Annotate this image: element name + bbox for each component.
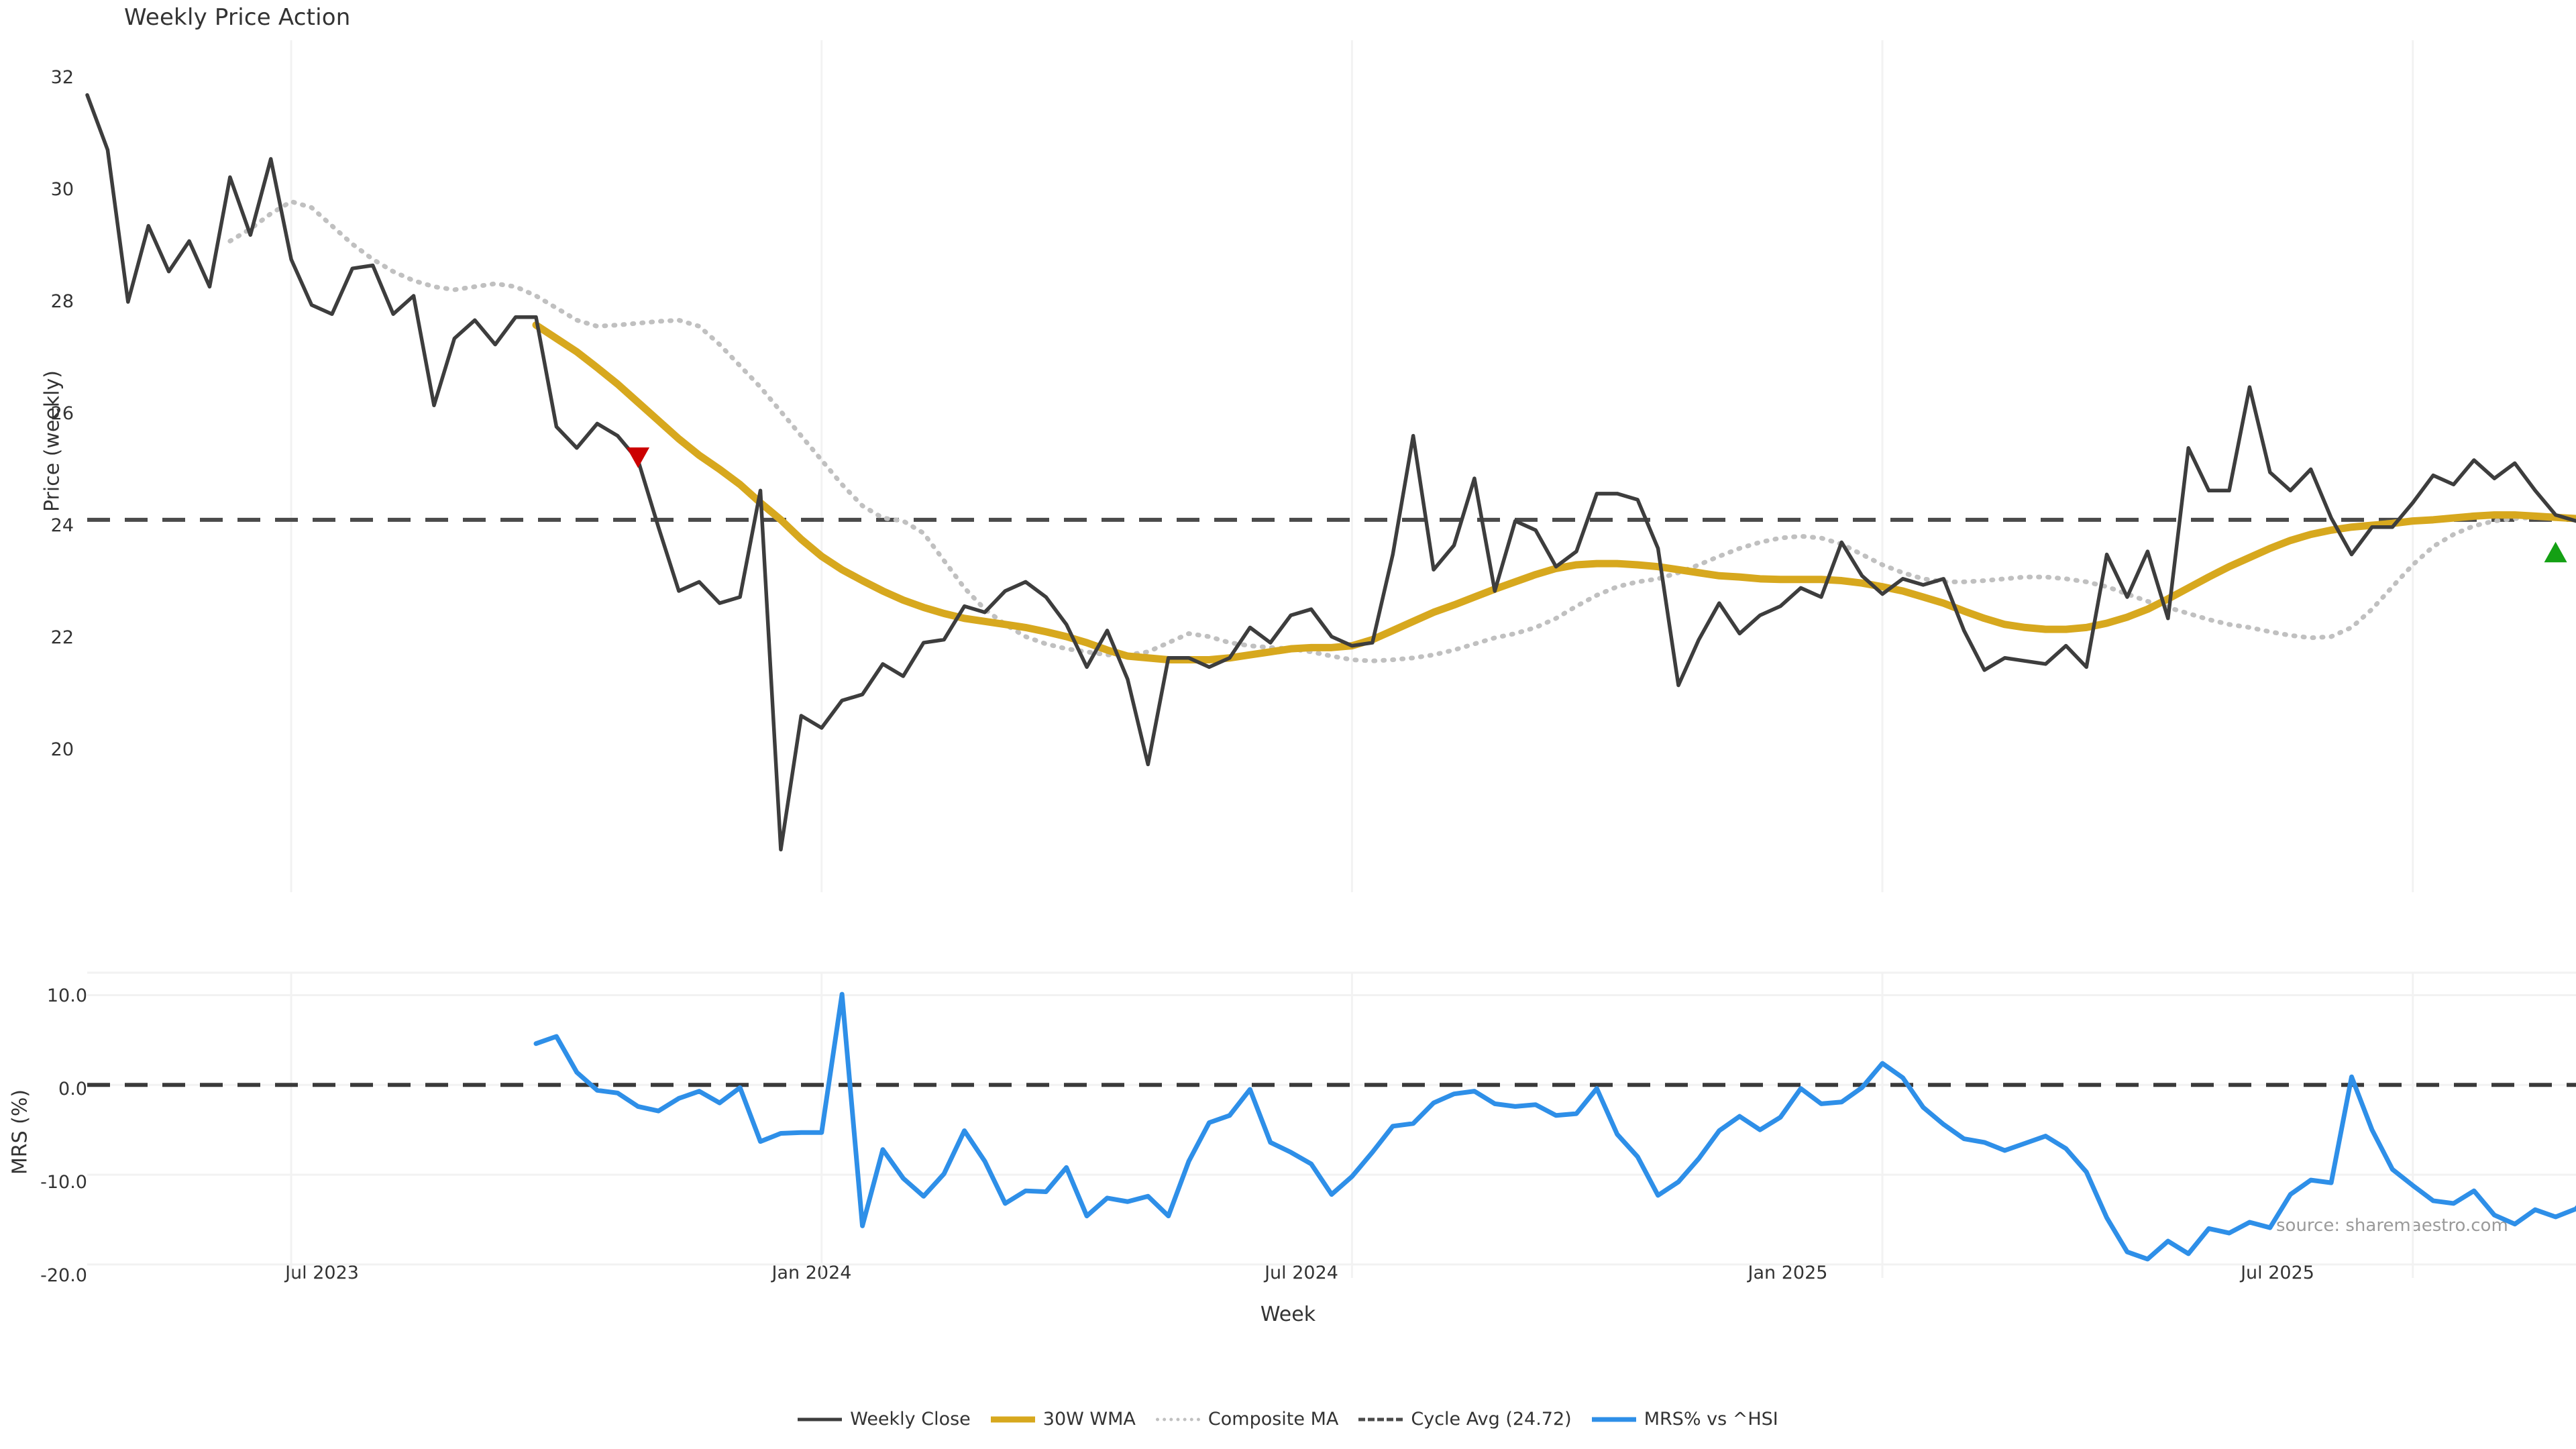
- mrs-ytick-10: 10.0: [46, 985, 87, 1006]
- legend-label-30w-wma: 30W WMA: [1042, 1409, 1136, 1430]
- mrs-panel-grid: [87, 971, 2576, 1278]
- price-ytick-32: 32: [50, 67, 74, 88]
- source-note: source: sharemaestro.com: [2276, 1216, 2508, 1236]
- composite-ma-line: [227, 199, 2576, 663]
- mrs-ytick-0: 0.0: [58, 1079, 87, 1099]
- 30w-wma-path: [532, 321, 2576, 663]
- legend-item-30w-wma[interactable]: 30W WMA: [990, 1409, 1136, 1430]
- price-ytick-20: 20: [50, 739, 74, 760]
- xtick-jul-2024: Jul 2024: [1265, 1263, 1338, 1283]
- signal-markers: [627, 447, 2567, 563]
- price-ytick-28: 28: [50, 291, 74, 312]
- composite-ma-path: [227, 199, 2576, 663]
- weekly-close-path: [85, 93, 2576, 852]
- price-ytick-24: 24: [50, 515, 74, 536]
- price-ytick-26: 26: [50, 403, 74, 424]
- price-panel-grid: [290, 40, 2414, 892]
- buy-signal-marker: [2544, 541, 2567, 563]
- xtick-jul-2025: Jul 2025: [2241, 1263, 2314, 1283]
- xtick-jan-2025: Jan 2025: [1748, 1263, 1828, 1283]
- wma-30w-line: [532, 321, 2576, 663]
- legend-item-cycle-avg[interactable]: Cycle Avg (24.72): [1358, 1409, 1572, 1430]
- legend-label-weekly-close: Weekly Close: [850, 1409, 971, 1430]
- legend-item-weekly-close[interactable]: Weekly Close: [798, 1409, 971, 1430]
- xtick-jul-2023: Jul 2023: [285, 1263, 359, 1283]
- mrs-ytick-minus10: -10.0: [40, 1172, 87, 1193]
- price-ytick-30: 30: [50, 179, 74, 200]
- chart-title: Weekly Price Action: [124, 4, 351, 31]
- legend-label-cycle-avg: Cycle Avg (24.72): [1411, 1409, 1572, 1430]
- legend-label-composite-ma: Composite MA: [1208, 1409, 1339, 1430]
- mrs-path: [533, 991, 2576, 1262]
- legend-item-mrs[interactable]: MRS% vs ^HSI: [1591, 1409, 1778, 1430]
- sell-signal-marker: [627, 447, 650, 468]
- xtick-jan-2024: Jan 2024: [771, 1263, 852, 1283]
- mrs-series-line: [533, 991, 2576, 1262]
- price-ytick-22: 22: [50, 627, 74, 648]
- week-axis-label: Week: [1260, 1303, 1316, 1326]
- legend-item-composite-ma[interactable]: Composite MA: [1155, 1409, 1339, 1430]
- chart-legend: Weekly Close 30W WMA Composite MA Cycle …: [0, 1409, 2576, 1430]
- mrs-ytick-minus20: -20.0: [40, 1265, 87, 1286]
- legend-label-mrs: MRS% vs ^HSI: [1644, 1409, 1778, 1430]
- weekly-close-line: [85, 93, 2576, 852]
